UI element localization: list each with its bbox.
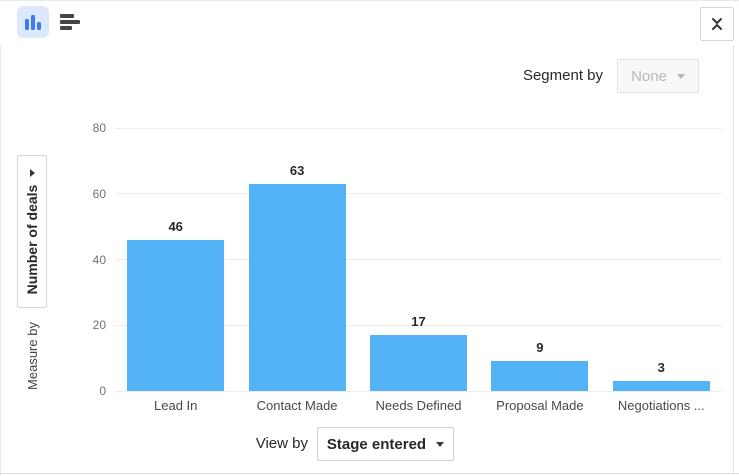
view-by-label: View by (255, 435, 308, 452)
x-axis-label: Lead In (154, 398, 198, 413)
toolbar-divider (0, 0, 739, 1)
chevron-down-icon (436, 441, 445, 447)
segment-by-label: Segment by (522, 67, 603, 84)
gridline (115, 390, 722, 392)
x-axis-label: Contact Made (256, 398, 338, 413)
bar-value-label: 17 (411, 314, 426, 330)
bar-value-label: 63 (289, 162, 305, 178)
panel-right-border (733, 45, 734, 474)
y-tick-label: 0 (99, 384, 106, 398)
bar[interactable] (491, 361, 589, 391)
bar-value-label: 3 (657, 360, 665, 376)
view-by-value: Stage entered (326, 435, 427, 453)
segment-by-value: None (631, 67, 667, 85)
bar[interactable] (127, 239, 225, 391)
collapse-button[interactable] (700, 7, 734, 41)
panel-left-border (0, 45, 1, 476)
panel-bottom-border (0, 473, 739, 474)
x-axis-label: Proposal Made (496, 398, 584, 413)
gridline (115, 324, 722, 326)
x-axis-label: Needs Defined (375, 398, 462, 413)
bar[interactable] (612, 381, 710, 391)
collapse-icon (712, 18, 722, 30)
bar[interactable] (248, 183, 346, 391)
gridline (115, 259, 722, 260)
bar-value-label: 46 (168, 218, 183, 234)
bar[interactable] (370, 335, 467, 391)
bar-chart-icon (25, 14, 41, 30)
bar-chart-view-button[interactable] (17, 6, 49, 38)
bar-value-label: 9 (536, 340, 544, 356)
x-axis-label: Negotiations ... (617, 398, 705, 413)
chevron-down-icon (676, 73, 685, 79)
list-icon (60, 14, 80, 30)
view-by-dropdown[interactable]: Stage entered (317, 427, 454, 461)
segment-by-dropdown[interactable]: None (617, 59, 699, 93)
gridline (115, 127, 722, 129)
y-tick-label: 60 (92, 186, 106, 201)
y-tick-label: 20 (92, 318, 106, 333)
gridline (115, 193, 722, 195)
y-tick-label: 40 (92, 252, 106, 267)
list-view-button[interactable] (54, 6, 86, 38)
y-tick-label: 80 (92, 121, 106, 135)
